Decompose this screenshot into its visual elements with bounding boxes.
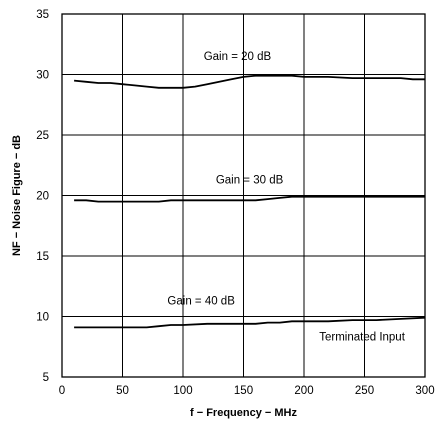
y-axis-title: NF − Noise Figure − dB (11, 135, 23, 256)
x-tick-label: 300 (415, 385, 434, 397)
annotations: Gain = 20 dB Gain = 30 dB Gain = 40 dB Term… (167, 51, 405, 344)
series-line-1 (74, 74, 425, 89)
y-tick-label: 25 (36, 130, 49, 142)
y-tick-label: 30 (36, 70, 49, 82)
x-tick-label: 0 (59, 385, 65, 397)
x-tick-label: 150 (234, 385, 253, 397)
series-line-3 (74, 316, 426, 329)
y-tick-label: 15 (36, 251, 49, 263)
data-series (74, 74, 426, 329)
annotation-label: Gain = 30 dB (216, 174, 284, 186)
annotation-label: Gain = 20 dB (204, 51, 272, 63)
x-tick-label: 200 (294, 385, 313, 397)
y-tick-label: 10 (36, 312, 49, 324)
tick-labels: 0 50 100 150 200 250 300 5 10 15 20 25 30 35 (36, 9, 434, 397)
plot-frame (61, 13, 426, 378)
annotation-label: Terminated Input (319, 332, 405, 344)
x-tick-label: 50 (116, 385, 129, 397)
series-line-2 (74, 195, 425, 203)
x-tick-label: 100 (173, 385, 192, 397)
y-tick-label: 35 (36, 9, 49, 21)
y-tick-label: 20 (36, 191, 49, 203)
x-axis-title: f − Frequency − MHz (190, 407, 297, 419)
y-tick-label: 5 (43, 372, 49, 384)
grid-lines (61, 13, 426, 378)
annotation-label: Gain = 40 dB (167, 295, 235, 307)
x-tick-label: 250 (355, 385, 374, 397)
